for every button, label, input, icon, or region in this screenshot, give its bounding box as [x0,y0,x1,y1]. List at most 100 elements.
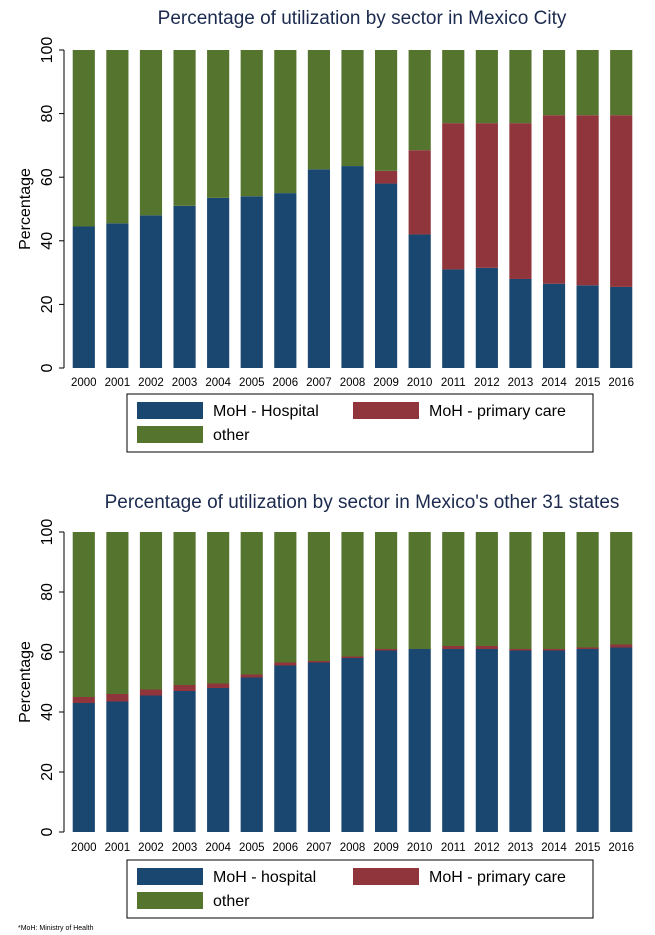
bar-segment-moh-primary-care [240,674,263,678]
bar-segment-moh-hospital [442,649,465,832]
bar-segment-other [610,532,633,645]
x-tick-label: 2014 [541,377,567,389]
bar-segment-moh-primary-care [139,689,163,696]
x-tick-label: 2015 [575,377,601,389]
bar-segment-moh-primary-care [576,647,599,649]
legend-label: MoH - primary care [429,869,566,886]
bar-segment-other [375,532,398,649]
bar-segment-moh-hospital [610,647,633,832]
bar-segment-other [207,532,230,684]
bar-segment-other [408,532,431,649]
x-tick-label: 2000 [71,377,97,389]
bar-segment-moh-hospital [341,166,364,368]
y-axis-label: Percentage [17,641,34,723]
chart-title: Percentage of utilization by sector in M… [158,8,567,29]
bar-segment-other [576,50,599,116]
bar-segment-moh-primary-care [274,662,297,666]
bar-segment-moh-primary-care [576,115,599,286]
bar-segment-other [408,50,431,151]
bar-segment-moh-hospital [173,205,196,368]
bar-segment-other [509,50,532,124]
chart-mexico-city: Percentage of utilization by sector in M… [17,8,634,453]
bar-segment-moh-primary-care [509,649,532,651]
bar-segment-other [72,532,95,697]
x-tick-label: 2001 [105,377,131,389]
bar-segment-other [576,532,599,648]
bar-segment-other [139,50,163,216]
bar-segment-other [542,50,566,116]
bar-segment-moh-hospital [341,658,364,832]
bar-segment-other [173,532,196,685]
bar-segment-moh-hospital [106,701,129,832]
bar-segment-other [341,532,364,657]
y-tick-label: 80 [39,583,56,601]
bar-segment-other [307,532,330,661]
bar-segment-other [106,50,129,224]
bar-segment-moh-hospital [139,215,163,368]
legend-swatch [137,868,203,885]
x-tick-label: 2010 [407,842,433,854]
x-tick-label: 2001 [105,842,131,854]
bar-segment-other [442,532,465,646]
bar-segment-moh-hospital [307,662,330,832]
y-tick-label: 80 [39,105,56,123]
bar-segment-moh-hospital [240,196,263,368]
bar-segment-moh-primary-care [408,150,431,235]
bar-segment-moh-hospital [442,269,465,368]
y-tick-label: 40 [39,703,56,721]
x-tick-label: 2016 [608,842,634,854]
bar-segment-moh-primary-care [207,683,230,688]
bar-segment-moh-primary-care [375,649,398,651]
footnote: *MoH: Ministry of Health [18,925,94,932]
bar-segment-moh-hospital [475,649,498,832]
legend-label: MoH - hospital [213,869,316,886]
legend-label: other [213,427,250,444]
x-tick-label: 2002 [138,377,164,389]
legend-label: other [213,893,250,910]
bar-segment-moh-hospital [475,267,498,368]
bar-segment-other [442,50,465,124]
bar-segment-moh-hospital [274,665,297,832]
bar-segment-moh-primary-care [475,646,498,649]
bar-segment-other [509,532,532,649]
bar-segment-other [139,532,163,690]
legend-swatch [137,892,203,909]
bar-segment-moh-primary-care [375,170,398,184]
bar-segment-other [106,532,129,694]
bar-segment-moh-primary-care [610,644,633,648]
bar-segment-moh-primary-care [610,115,633,287]
y-tick-label: 60 [39,168,56,186]
bar-segment-moh-hospital [72,703,95,832]
x-tick-label: 2004 [205,377,231,389]
x-tick-label: 2006 [273,842,299,854]
y-tick-label: 20 [39,763,56,781]
bar-segment-moh-hospital [408,234,431,368]
x-tick-label: 2008 [340,377,366,389]
x-tick-label: 2007 [306,842,332,854]
bar-segment-moh-hospital [542,283,566,368]
legend-label: MoH - primary care [429,403,566,420]
bar-segment-moh-primary-care [442,123,465,270]
bar-segment-moh-hospital [509,278,532,368]
x-tick-label: 2013 [508,842,534,854]
y-tick-label: 60 [39,643,56,661]
bar-segment-other [475,532,498,646]
bar-segment-moh-primary-care [442,646,465,649]
bar-segment-moh-hospital [207,197,230,368]
x-tick-label: 2005 [239,842,265,854]
bar-segment-other [475,50,498,124]
bar-segment-moh-hospital [408,649,431,832]
y-tick-label: 0 [39,827,56,836]
legend-swatch [353,868,419,885]
bar-segment-moh-hospital [576,285,599,368]
bar-segment-other [207,50,230,198]
bar-segment-other [307,50,330,170]
x-tick-label: 2012 [474,842,500,854]
bar-segment-moh-primary-care [475,123,498,268]
x-tick-label: 2010 [407,377,433,389]
bar-segment-other [341,50,364,167]
x-tick-label: 2005 [239,377,265,389]
x-tick-label: 2015 [575,842,601,854]
bar-segment-other [542,532,566,649]
y-tick-label: 100 [39,519,56,546]
